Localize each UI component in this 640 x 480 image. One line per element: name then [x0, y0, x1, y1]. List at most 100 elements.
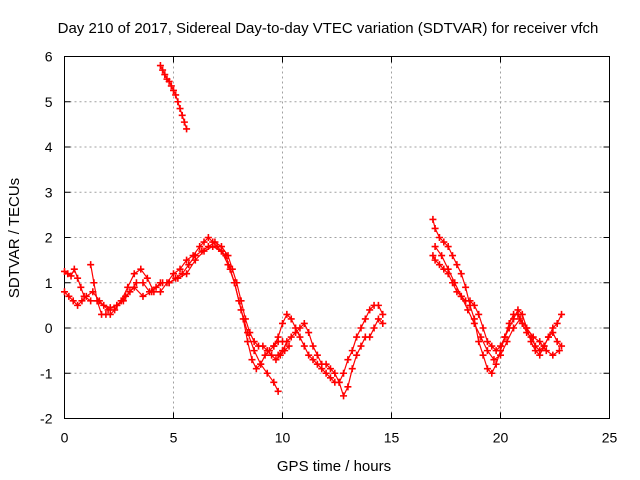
y-tick-labels: -2 -1 0 1 2 3 4 5 6 — [40, 49, 53, 427]
data-series — [61, 62, 566, 400]
data-point — [340, 392, 348, 400]
y-tick-label: 6 — [45, 49, 53, 65]
x-tick-label: 10 — [275, 430, 291, 446]
data-point — [466, 297, 474, 305]
data-point — [217, 247, 225, 255]
data-point — [130, 270, 138, 278]
x-tick-label: 0 — [61, 430, 69, 446]
data-point — [429, 215, 437, 223]
y-axis-label: SDTVAR / TECUs — [6, 178, 23, 298]
data-point — [176, 265, 184, 273]
data-point — [344, 383, 352, 391]
data-point — [379, 310, 387, 318]
series-line — [277, 317, 384, 398]
data-point — [300, 319, 308, 327]
data-point — [268, 351, 276, 359]
data-point — [558, 310, 566, 318]
data-point — [61, 288, 68, 296]
data-point — [366, 306, 374, 314]
data-point — [183, 256, 191, 264]
data-point — [457, 270, 465, 278]
data-point — [274, 387, 282, 395]
data-point — [501, 333, 509, 341]
data-point — [492, 360, 500, 368]
data-point — [309, 342, 317, 350]
data-point — [152, 283, 160, 291]
data-point — [287, 315, 295, 323]
data-point — [80, 292, 88, 300]
data-point — [497, 351, 504, 359]
x-axis-label: GPS time / hours — [277, 458, 391, 475]
data-point — [326, 374, 334, 382]
data-point — [78, 297, 86, 305]
data-point — [163, 279, 171, 287]
data-point — [156, 62, 164, 70]
data-point — [361, 315, 369, 323]
series-track-4 — [270, 301, 387, 386]
data-point — [270, 342, 278, 350]
data-point — [170, 270, 177, 278]
data-point — [106, 304, 114, 312]
grid — [64, 56, 610, 419]
data-point — [483, 347, 491, 355]
data-point — [431, 256, 439, 264]
y-tick-label: -2 — [40, 411, 53, 427]
data-point — [549, 329, 557, 337]
data-point — [74, 274, 82, 282]
data-point — [549, 351, 557, 359]
data-point — [296, 324, 304, 332]
data-point — [331, 369, 339, 377]
data-point — [462, 283, 470, 291]
data-point — [542, 347, 550, 355]
data-point — [326, 365, 334, 373]
data-point — [348, 347, 356, 355]
data-point — [370, 324, 378, 332]
x-tick-label: 20 — [493, 430, 509, 446]
data-point — [185, 261, 193, 269]
data-point — [353, 333, 361, 341]
series-line — [434, 246, 560, 361]
data-point — [285, 342, 293, 350]
data-point — [374, 301, 382, 309]
data-point — [516, 315, 524, 323]
plot-frame — [64, 56, 610, 419]
data-point — [477, 333, 485, 341]
data-point — [529, 333, 537, 341]
data-point — [106, 310, 114, 318]
data-point — [353, 351, 361, 359]
data-point — [514, 310, 522, 318]
data-point — [475, 338, 483, 346]
data-point — [180, 118, 188, 126]
data-point — [479, 351, 487, 359]
data-point — [503, 338, 511, 346]
data-point — [265, 347, 273, 355]
series-track-6 — [156, 62, 191, 133]
data-point — [117, 297, 125, 305]
data-point — [558, 342, 566, 350]
data-point — [198, 247, 206, 255]
data-point — [431, 224, 439, 232]
y-tick-label: 4 — [45, 139, 53, 155]
data-point — [244, 338, 252, 346]
data-point — [259, 342, 267, 350]
data-point — [235, 297, 243, 305]
data-point — [305, 351, 313, 359]
data-point — [490, 356, 498, 364]
data-point — [261, 351, 269, 359]
data-point — [431, 243, 439, 251]
data-point — [139, 292, 147, 300]
data-point — [87, 261, 95, 269]
data-point — [274, 333, 282, 341]
data-point — [204, 234, 212, 241]
data-point — [283, 310, 291, 318]
series-track-5 — [274, 315, 387, 400]
data-point — [348, 365, 356, 373]
data-point — [374, 315, 382, 323]
data-point — [87, 297, 95, 305]
data-point — [457, 292, 465, 300]
data-point — [126, 288, 134, 296]
data-point — [161, 71, 169, 79]
series-track-8 — [429, 252, 566, 355]
data-point — [475, 310, 483, 318]
